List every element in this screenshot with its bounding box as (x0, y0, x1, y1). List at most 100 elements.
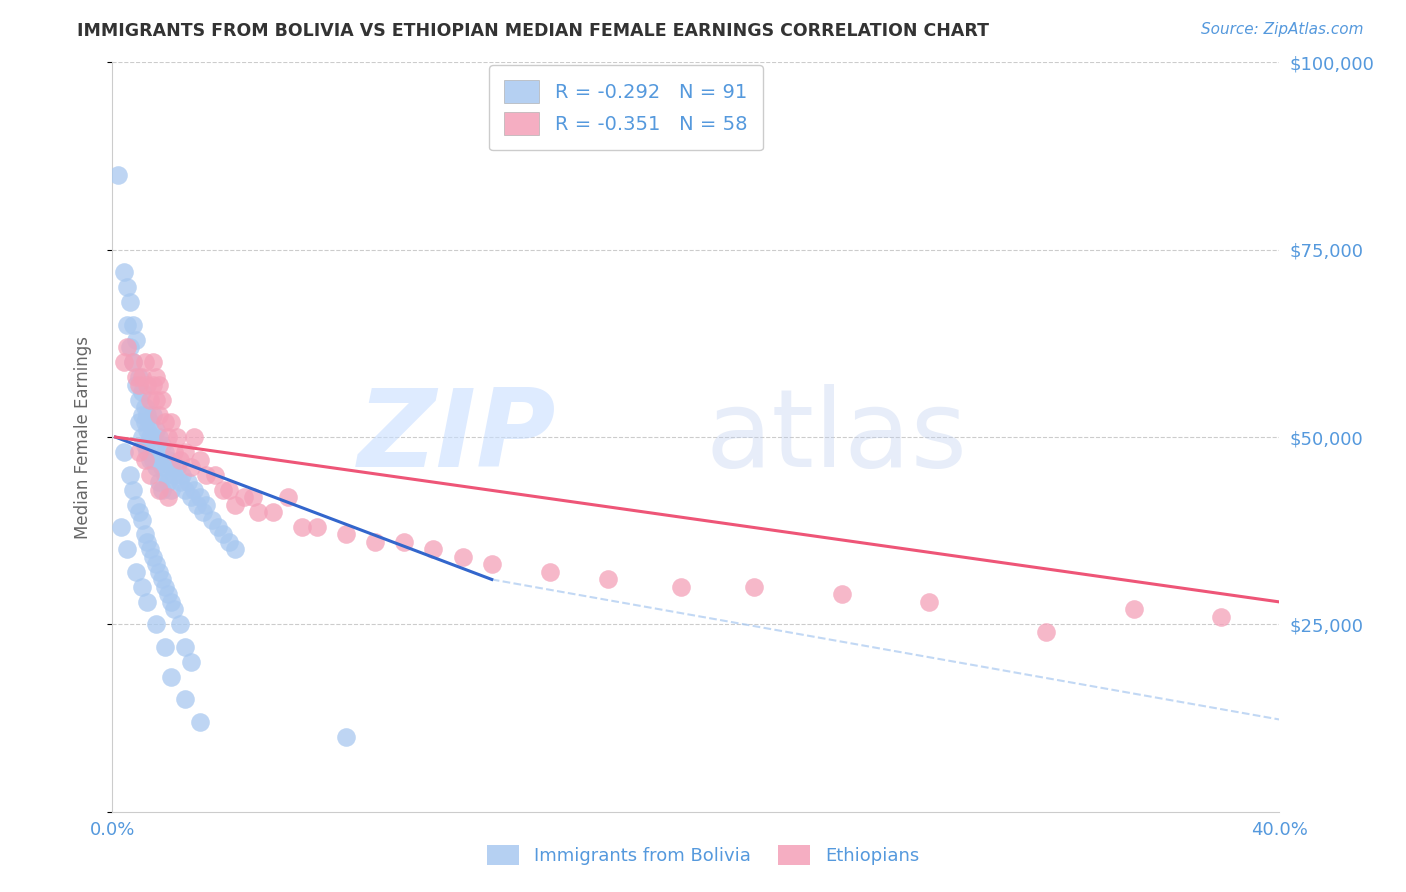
Y-axis label: Median Female Earnings: Median Female Earnings (73, 335, 91, 539)
Point (163, 467, 186, 482)
Point (177, 475, 200, 489)
Point (125, 565, 148, 579)
Point (112, 445, 135, 459)
Point (207, 520, 229, 534)
Point (212, 527, 235, 541)
Point (136, 423, 159, 437)
Point (139, 430, 162, 444)
Point (166, 460, 188, 475)
Point (142, 452, 165, 467)
Point (186, 498, 208, 512)
Point (194, 467, 217, 482)
Legend: R = -0.292   N = 91, R = -0.351   N = 58: R = -0.292 N = 91, R = -0.351 N = 58 (489, 64, 763, 151)
Point (125, 377, 148, 392)
Point (136, 377, 159, 392)
Point (153, 467, 176, 482)
Point (150, 437, 173, 451)
Point (150, 573, 173, 587)
Point (136, 535, 159, 549)
Point (131, 430, 153, 444)
Point (247, 505, 270, 519)
Point (125, 498, 148, 512)
Point (139, 392, 162, 407)
Legend: Immigrants from Bolivia, Ethiopians: Immigrants from Bolivia, Ethiopians (479, 838, 927, 872)
Point (142, 408, 165, 422)
Point (139, 452, 162, 467)
Point (422, 542, 444, 557)
Point (153, 445, 176, 459)
Point (139, 542, 162, 557)
Point (142, 355, 165, 369)
Point (218, 535, 240, 549)
Point (118, 295, 141, 310)
Point (142, 549, 165, 564)
Point (122, 318, 145, 332)
Point (110, 520, 132, 534)
Point (118, 467, 141, 482)
Point (204, 467, 226, 482)
Point (136, 408, 159, 422)
Point (180, 655, 202, 669)
Text: Source: ZipAtlas.com: Source: ZipAtlas.com (1201, 22, 1364, 37)
Point (156, 587, 179, 601)
Point (118, 340, 141, 354)
Point (242, 490, 264, 504)
Point (145, 370, 167, 384)
Point (115, 318, 138, 332)
Text: IMMIGRANTS FROM BOLIVIA VS ETHIOPIAN MEDIAN FEMALE EARNINGS CORRELATION CHART: IMMIGRANTS FROM BOLIVIA VS ETHIOPIAN MED… (77, 22, 990, 40)
Point (148, 377, 170, 392)
Point (163, 602, 186, 616)
Point (224, 498, 246, 512)
Point (131, 512, 153, 526)
Point (180, 460, 202, 475)
Point (156, 490, 179, 504)
Point (160, 415, 183, 429)
Point (156, 430, 179, 444)
Point (538, 565, 561, 579)
Point (148, 430, 170, 444)
Point (671, 580, 693, 594)
Point (172, 467, 194, 482)
Point (156, 475, 179, 489)
Point (131, 370, 153, 384)
Point (153, 580, 176, 594)
Point (394, 535, 416, 549)
Point (212, 483, 235, 497)
Point (145, 617, 167, 632)
Point (134, 452, 156, 467)
Point (188, 452, 211, 467)
Point (174, 445, 197, 459)
Point (169, 452, 191, 467)
Point (128, 415, 150, 429)
Point (598, 573, 620, 587)
Text: atlas: atlas (704, 384, 967, 490)
Point (160, 595, 183, 609)
Point (122, 355, 145, 369)
Point (160, 460, 183, 475)
Point (142, 377, 165, 392)
Point (115, 280, 138, 294)
Point (156, 452, 179, 467)
Point (128, 370, 150, 384)
Point (134, 400, 156, 414)
Point (131, 408, 153, 422)
Point (262, 505, 284, 519)
Point (276, 490, 298, 504)
Point (107, 168, 129, 182)
Point (169, 475, 191, 489)
Point (451, 549, 474, 564)
Point (174, 640, 197, 654)
Point (134, 415, 156, 429)
Point (1209, 610, 1232, 624)
Point (183, 430, 205, 444)
Point (128, 377, 150, 392)
Point (1122, 602, 1144, 616)
Point (122, 355, 145, 369)
Point (128, 445, 150, 459)
Point (153, 415, 176, 429)
Point (191, 505, 214, 519)
Point (291, 520, 314, 534)
Text: ZIP: ZIP (357, 384, 555, 490)
Point (145, 423, 167, 437)
Point (183, 483, 205, 497)
